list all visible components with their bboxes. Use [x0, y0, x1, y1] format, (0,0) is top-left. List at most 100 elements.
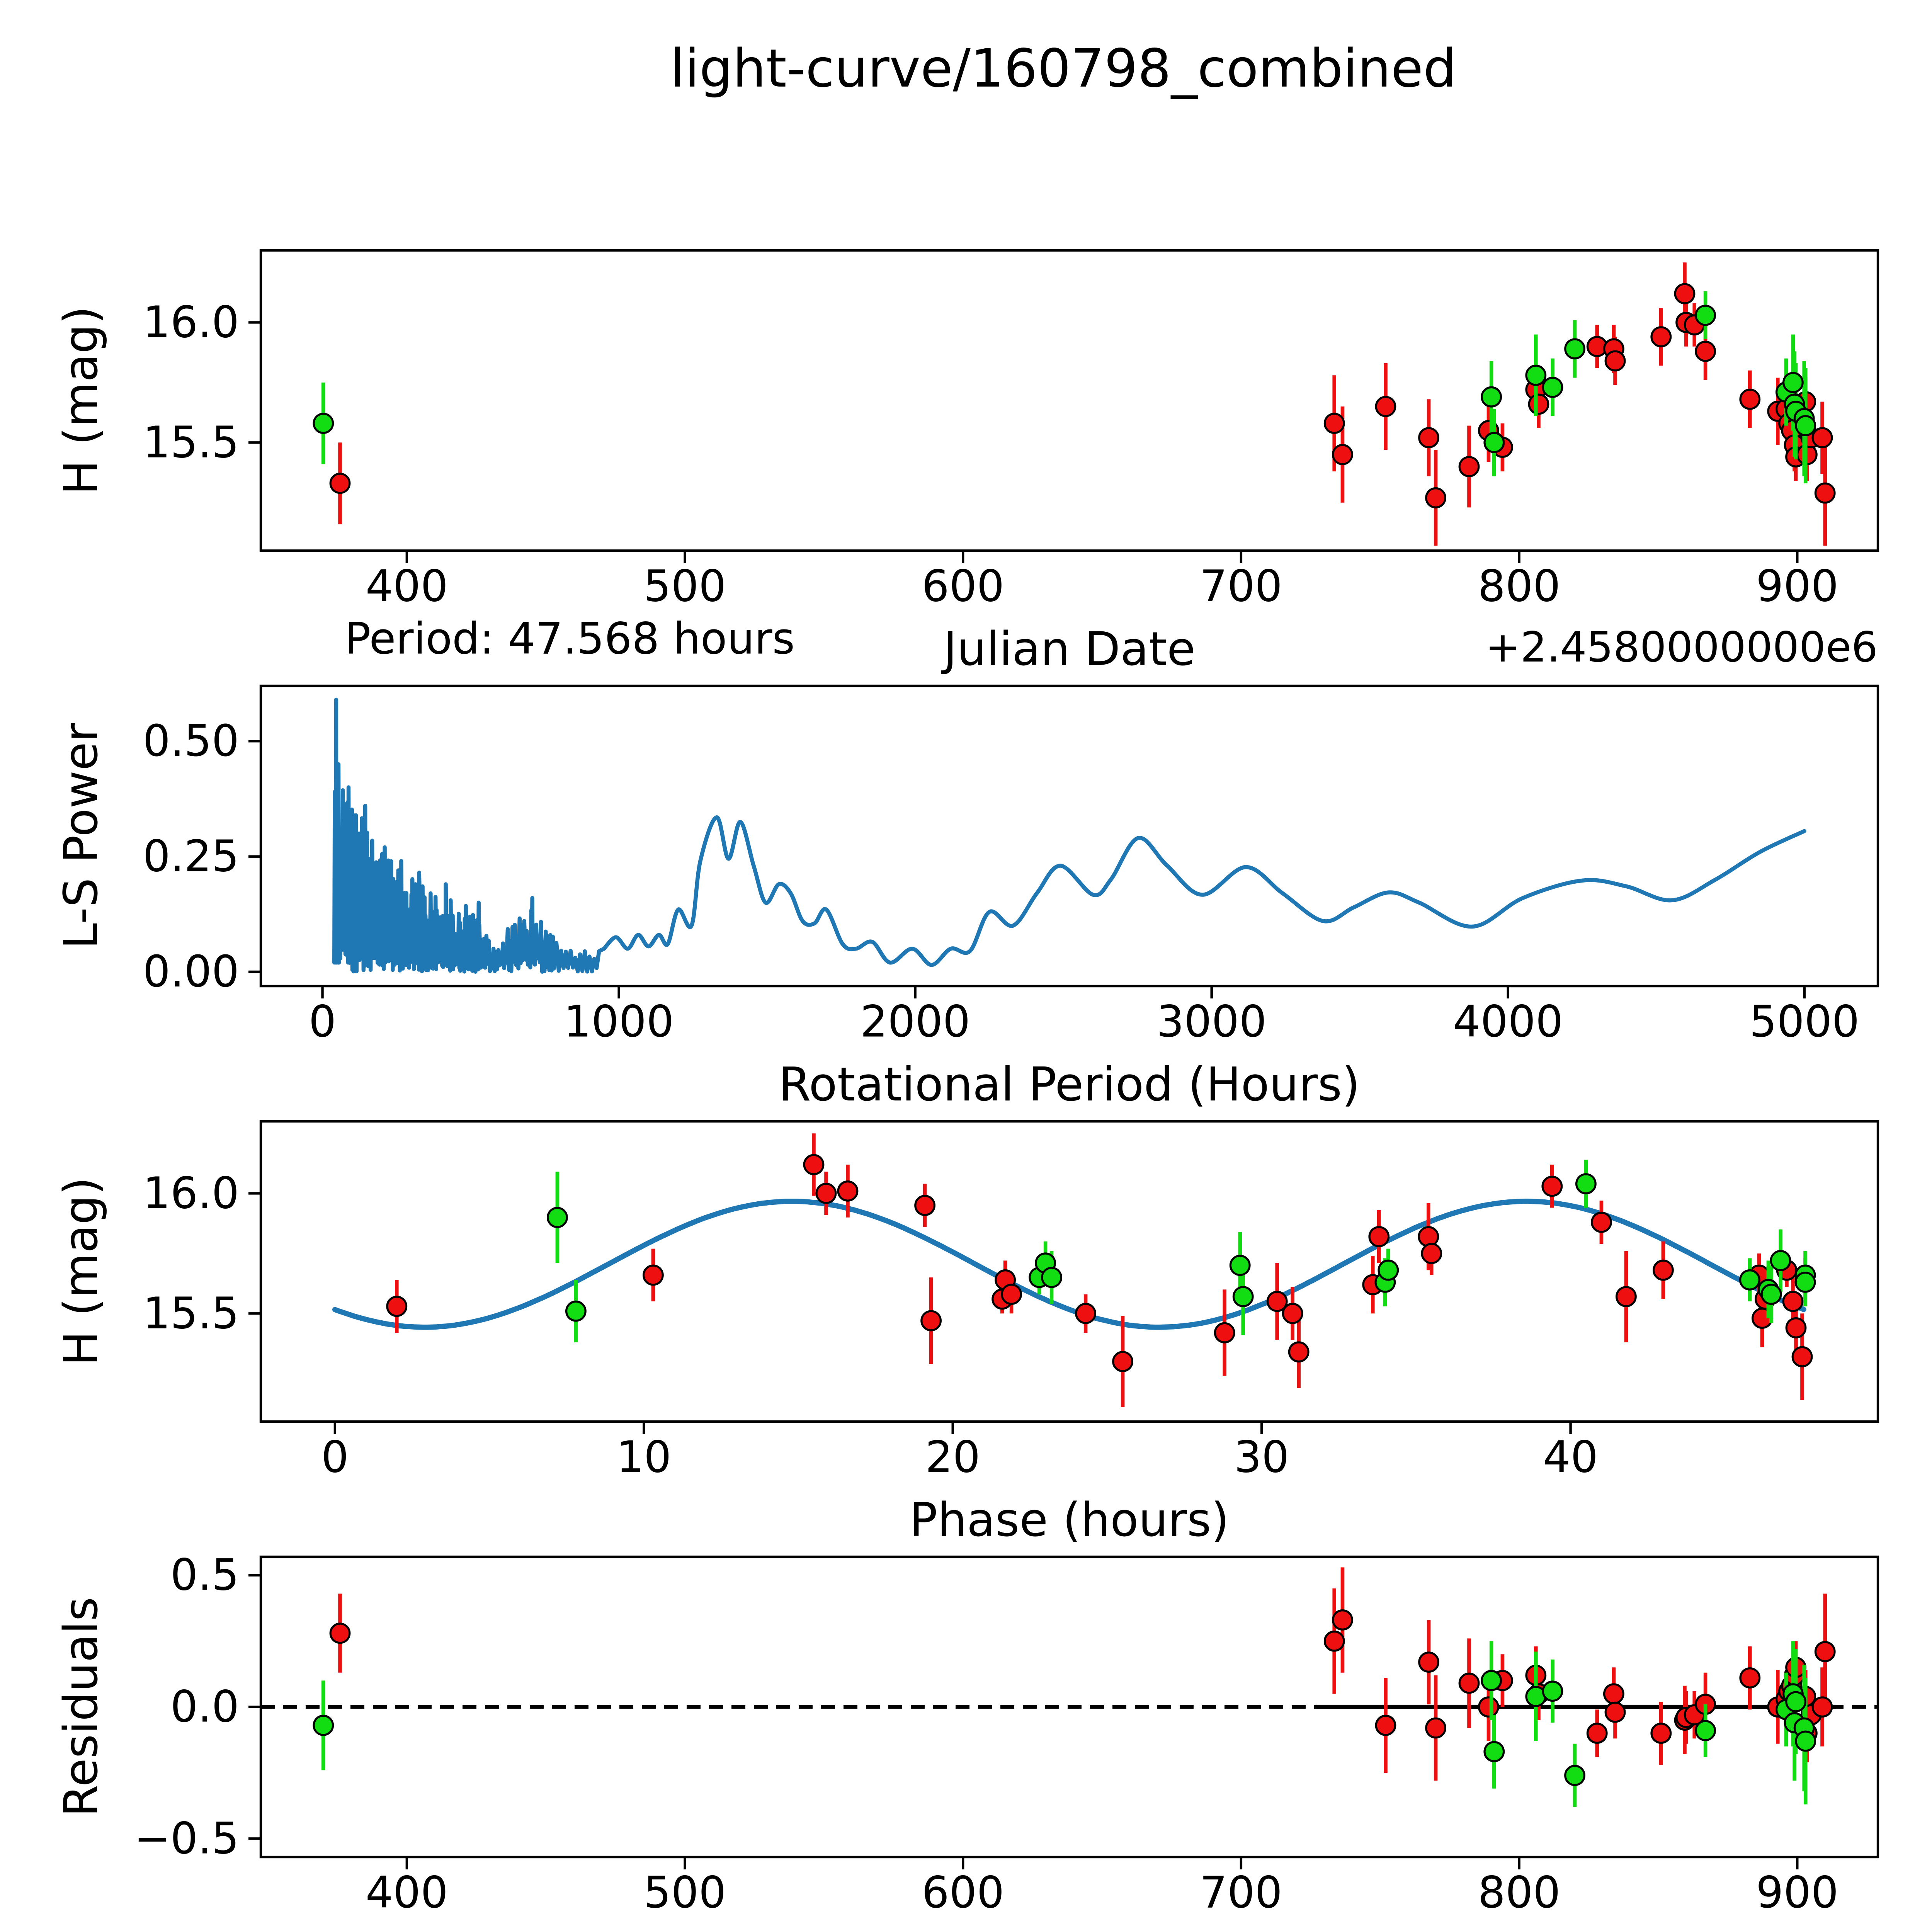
x-tick-label: 400 — [366, 1867, 448, 1918]
data-point — [1483, 1741, 1505, 1762]
x-tick-label: 800 — [1478, 1867, 1561, 1918]
axis-offset-label: +2.4580000000e6 — [1485, 623, 1878, 672]
y-tick-label: 16.0 — [143, 1168, 239, 1218]
x-tick-label: 10 — [616, 1432, 672, 1482]
y-axis: −0.5 0.0 0.5 — [134, 1550, 261, 1864]
data-point — [1332, 444, 1353, 465]
data-point — [1604, 1701, 1626, 1723]
data-point — [1653, 1259, 1674, 1281]
y-tick-label: −0.5 — [134, 1813, 239, 1864]
x-tick-label: 5000 — [1749, 997, 1859, 1047]
data-point — [1739, 1667, 1761, 1689]
data-point — [1481, 1670, 1502, 1691]
data-point — [1695, 304, 1716, 326]
x-axis-label: Julian Date — [940, 1929, 1196, 1932]
data-point — [1418, 1226, 1439, 1247]
data-point — [1795, 415, 1816, 436]
x-axis-label: Rotational Period (Hours) — [779, 1058, 1360, 1112]
dataset-red — [386, 1133, 1813, 1407]
y-tick-label: 16.0 — [143, 297, 239, 347]
y-axis-label: L-S Power — [54, 723, 108, 949]
data-point — [1525, 364, 1547, 386]
data-point — [1564, 1765, 1586, 1786]
data-point — [1458, 1672, 1480, 1694]
data-point — [1323, 413, 1345, 434]
x-tick-label: 40 — [1543, 1432, 1598, 1482]
fit-curve — [332, 1198, 1806, 1330]
data-point — [565, 1300, 587, 1322]
x-tick-label: 900 — [1756, 1867, 1838, 1918]
data-point — [313, 1714, 334, 1736]
data-point — [1481, 386, 1502, 408]
data-point — [329, 1622, 351, 1644]
x-tick-label: 400 — [366, 561, 448, 611]
axes-frame — [259, 249, 1879, 552]
y-tick-label: 0.0 — [170, 1682, 239, 1732]
data-point — [1604, 350, 1626, 372]
data-point — [1739, 1269, 1760, 1291]
data-point — [1421, 1243, 1442, 1264]
y-tick-label: 0.50 — [143, 716, 239, 766]
data-point — [1785, 1691, 1807, 1713]
data-point — [1591, 1211, 1612, 1233]
data-point — [1075, 1303, 1097, 1324]
data-point — [1791, 1346, 1813, 1367]
data-point — [1739, 388, 1761, 410]
y-axis-label: Residuals — [54, 1597, 108, 1817]
data-point — [1782, 1291, 1804, 1312]
y-axis: 15.5 16.0 — [143, 1168, 261, 1338]
data-point — [1001, 1284, 1022, 1305]
dataset-green — [313, 291, 1816, 483]
data-point — [1458, 456, 1480, 477]
x-axis-label: Phase (hours) — [910, 1493, 1229, 1547]
axes-frame — [259, 1120, 1879, 1423]
data-point — [1483, 432, 1505, 453]
x-tick-label: 2000 — [860, 997, 970, 1047]
data-point — [1041, 1267, 1063, 1288]
dataset-red — [329, 1567, 1836, 1781]
data-point — [386, 1296, 408, 1317]
data-point — [1214, 1322, 1235, 1344]
data-point — [1586, 1723, 1608, 1744]
x-axis: 0 1000 2000 3000 4000 5000 — [309, 986, 1859, 1047]
panel-residuals: 400 500 600 700 800 900 −0.5 0.0 0.5 Julian Date R… — [54, 1550, 1879, 1932]
data-point — [1782, 372, 1804, 393]
data-point — [803, 1154, 825, 1175]
data-point — [1229, 1255, 1251, 1276]
data-point — [1418, 1651, 1440, 1673]
y-tick-label: 0.25 — [143, 832, 239, 882]
x-tick-label: 0 — [309, 997, 336, 1047]
data-point — [1795, 1730, 1816, 1752]
y-tick-label: 15.5 — [143, 1288, 239, 1338]
data-point — [1375, 1714, 1396, 1736]
data-point — [1695, 1720, 1716, 1742]
data-point — [1528, 393, 1549, 415]
x-axis: 0 10 20 30 40 — [321, 1422, 1598, 1482]
panel-phased-lightcurve: 0 10 20 30 40 15.5 16.0 Phase (hours) H (mag) — [54, 1120, 1879, 1547]
axis-offset-label: +2.4580000000e6 — [1485, 1930, 1878, 1932]
x-tick-label: 700 — [1200, 1867, 1282, 1918]
x-axis: 400 500 600 700 800 900 — [366, 551, 1838, 611]
data-point — [1814, 1641, 1836, 1662]
x-tick-label: 1000 — [564, 997, 674, 1047]
data-point — [1650, 1723, 1672, 1744]
x-tick-label: 800 — [1478, 561, 1561, 611]
data-point — [1564, 338, 1586, 360]
data-point — [1425, 1717, 1447, 1739]
data-point — [1332, 1609, 1353, 1631]
data-point — [1814, 482, 1836, 504]
data-point — [1266, 1291, 1288, 1312]
x-tick-label: 900 — [1756, 561, 1838, 611]
x-tick-label: 30 — [1234, 1432, 1289, 1482]
data-point — [1542, 377, 1563, 398]
data-point — [1695, 340, 1716, 362]
data-point — [1616, 1286, 1637, 1308]
data-point — [546, 1207, 568, 1228]
data-point — [1425, 487, 1447, 509]
data-point — [815, 1182, 837, 1204]
periodogram-curve — [332, 697, 1806, 974]
dataset-green — [546, 1160, 1816, 1342]
